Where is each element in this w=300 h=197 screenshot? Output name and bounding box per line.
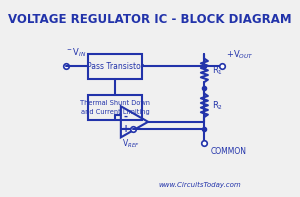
- Text: +V$_{OUT}$: +V$_{OUT}$: [226, 48, 254, 61]
- Text: Pass Transistor: Pass Transistor: [86, 62, 143, 71]
- Text: Thermal Shunt Down: Thermal Shunt Down: [80, 100, 150, 106]
- Text: VOLTAGE REGULATOR IC - BLOCK DIAGRAM: VOLTAGE REGULATOR IC - BLOCK DIAGRAM: [8, 13, 292, 26]
- Bar: [88, 54, 142, 79]
- Text: R$_2$: R$_2$: [212, 99, 223, 112]
- Bar: [88, 95, 142, 120]
- Text: -: -: [124, 112, 128, 122]
- Text: R$_1$: R$_1$: [212, 64, 223, 77]
- Text: $^-$V$_{IN}$: $^-$V$_{IN}$: [64, 46, 86, 59]
- Text: COMMON: COMMON: [210, 147, 246, 156]
- Text: www.CircuitsToday.com: www.CircuitsToday.com: [158, 182, 241, 188]
- Text: V$_{REF}$: V$_{REF}$: [122, 137, 139, 150]
- Text: +: +: [122, 124, 130, 134]
- Text: and Current Limiting: and Current Limiting: [81, 109, 149, 115]
